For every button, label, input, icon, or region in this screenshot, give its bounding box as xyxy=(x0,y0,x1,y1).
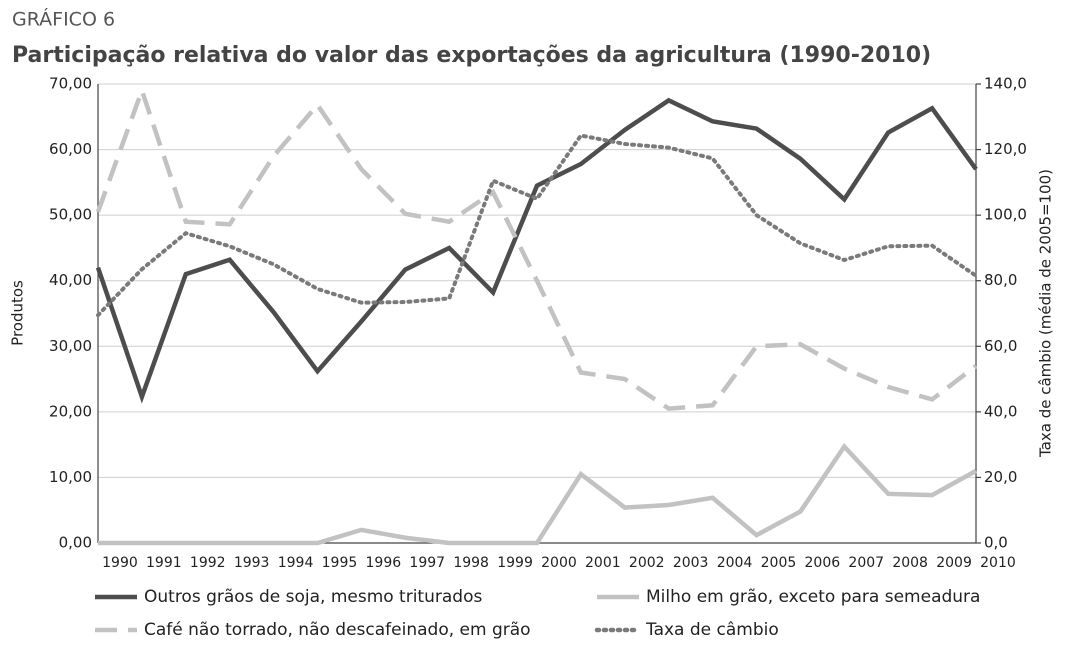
x-tick-label: 2005 xyxy=(761,555,797,571)
y-tick-label: 50,00 xyxy=(49,206,92,224)
y2-tick-label: 120,0 xyxy=(984,140,1027,158)
x-tick-label: 1992 xyxy=(190,555,226,571)
x-tick-label: 1997 xyxy=(409,555,445,571)
y2-tick-label: 40,0 xyxy=(984,402,1017,420)
x-tick-label: 1996 xyxy=(366,555,402,571)
x-tick-label: 2003 xyxy=(673,555,709,571)
x-tick-label: 2008 xyxy=(892,555,928,571)
x-tick-label: 1993 xyxy=(234,555,270,571)
y-tick-label: 70,00 xyxy=(49,75,92,93)
x-tick-label: 1999 xyxy=(497,555,533,571)
x-tick-label: 2004 xyxy=(717,555,753,571)
x-tick-label: 1990 xyxy=(102,555,138,571)
x-tick-label: 1991 xyxy=(146,555,182,571)
y2-tick-label: 100,0 xyxy=(984,206,1027,224)
legend-label: Taxa de câmbio xyxy=(645,620,779,640)
y-tick-label: 60,00 xyxy=(49,140,92,158)
y2-tick-label: 60,0 xyxy=(984,337,1017,355)
x-tick-label: 1994 xyxy=(278,555,314,571)
legend-label: Milho em grão, exceto para semeadura xyxy=(646,587,980,607)
legend-label: Outros grãos de soja, mesmo triturados xyxy=(144,587,482,607)
x-tick-label: 2009 xyxy=(936,555,972,571)
x-tick-label: 2010 xyxy=(980,555,1016,571)
y2-tick-label: 0,0 xyxy=(984,534,1008,552)
y2-axis-label: Taxa de câmbio (média de 2005=100) xyxy=(1037,169,1055,458)
y-tick-label: 20,00 xyxy=(49,402,92,420)
series-line xyxy=(98,443,978,546)
series-line xyxy=(95,83,978,411)
chart-label: GRÁFICO 6 xyxy=(12,8,115,31)
x-tick-label: 1995 xyxy=(322,555,358,571)
y-tick-label: 0,00 xyxy=(59,534,92,552)
y2-tick-label: 20,0 xyxy=(984,468,1017,486)
chart-title: Participação relativa do valor das expor… xyxy=(12,43,931,68)
x-tick-label: 2006 xyxy=(805,555,841,571)
legend-label: Café não torrado, não descafeinado, em g… xyxy=(144,620,531,640)
series-line xyxy=(95,97,978,404)
y-tick-label: 40,00 xyxy=(49,271,92,289)
y-tick-label: 30,00 xyxy=(49,337,92,355)
y2-tick-label: 80,0 xyxy=(984,271,1017,289)
x-tick-label: 2002 xyxy=(629,555,665,571)
series-line xyxy=(96,133,978,318)
x-tick-label: 2007 xyxy=(848,555,884,571)
x-tick-label: 2001 xyxy=(585,555,621,571)
x-tick-label: 2000 xyxy=(541,555,577,571)
y-axis-label: Produtos xyxy=(9,280,27,346)
y2-tick-label: 140,0 xyxy=(984,75,1027,93)
y-tick-label: 10,00 xyxy=(49,468,92,486)
x-tick-label: 1998 xyxy=(453,555,489,571)
